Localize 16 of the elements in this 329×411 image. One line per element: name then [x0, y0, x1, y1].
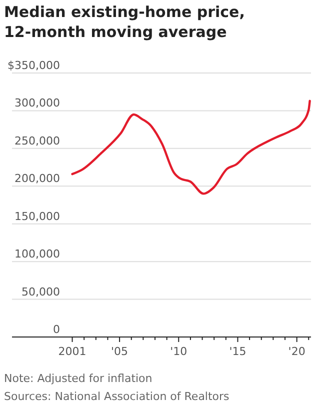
- text: 50,000: [22, 285, 60, 298]
- y-tick-label: $350,000: [8, 59, 60, 72]
- x-tick-label: '10: [170, 345, 188, 358]
- source-note: Sources: National Association of Realtors: [4, 390, 230, 403]
- x-tick-label: '05: [111, 345, 128, 358]
- text: 300,000: [14, 96, 60, 110]
- text: 250,000: [14, 134, 60, 148]
- text: Note: Adjusted for inflation: [4, 372, 152, 385]
- text: 150,000: [14, 210, 60, 223]
- y-tick-label: 0: [53, 323, 60, 336]
- x-tick-label: '20: [288, 345, 306, 358]
- text: 100,000: [14, 248, 60, 261]
- text: 200,000: [14, 172, 60, 186]
- x-tick-label: '15: [229, 345, 246, 358]
- chart-title: Median existing-home price, 12-month moving average: [4, 3, 245, 41]
- x-tick-label: 2001: [58, 345, 86, 358]
